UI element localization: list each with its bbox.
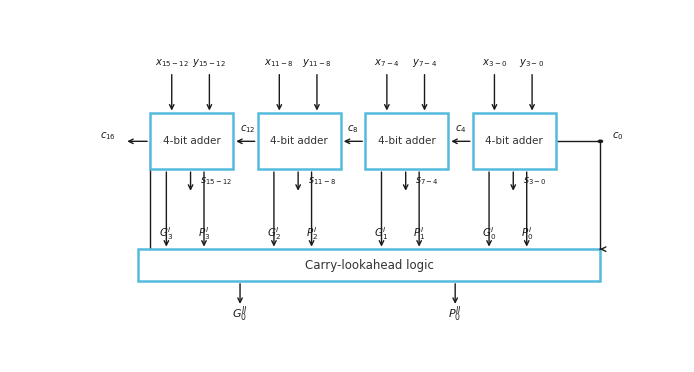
- Text: 4-bit adder: 4-bit adder: [271, 136, 328, 146]
- Text: $P_2^I$: $P_2^I$: [305, 225, 318, 242]
- Text: Carry-lookahead logic: Carry-lookahead logic: [305, 259, 434, 272]
- Bar: [138, 250, 600, 281]
- Text: $s_{15-12}$: $s_{15-12}$: [201, 175, 232, 187]
- Text: $P_0^I$: $P_0^I$: [520, 225, 533, 242]
- Text: $P_1^I$: $P_1^I$: [413, 225, 425, 242]
- Text: $x_{11-8}$: $x_{11-8}$: [264, 57, 294, 69]
- Text: $G_0^{II}$: $G_0^{II}$: [232, 304, 248, 324]
- Text: 4-bit adder: 4-bit adder: [486, 136, 543, 146]
- Text: $y_{7-4}$: $y_{7-4}$: [412, 57, 437, 69]
- Text: $c_{16}$: $c_{16}$: [101, 130, 117, 142]
- Text: $x_{15-12}$: $x_{15-12}$: [155, 57, 189, 69]
- Text: $G_0^I$: $G_0^I$: [482, 225, 496, 242]
- Circle shape: [598, 140, 602, 142]
- Text: 4-bit adder: 4-bit adder: [163, 136, 221, 146]
- Text: $c_{12}$: $c_{12}$: [239, 124, 255, 135]
- Text: $s_{3-0}$: $s_{3-0}$: [523, 175, 547, 187]
- Bar: [365, 113, 448, 169]
- Bar: [257, 113, 341, 169]
- Text: $s_{11-8}$: $s_{11-8}$: [308, 175, 336, 187]
- Text: $s_{7-4}$: $s_{7-4}$: [416, 175, 439, 187]
- Text: $c_4$: $c_4$: [455, 124, 466, 135]
- Text: $P_3^I$: $P_3^I$: [198, 225, 210, 242]
- Text: $x_{3-0}$: $x_{3-0}$: [482, 57, 507, 69]
- Bar: [150, 113, 233, 169]
- Text: 4-bit adder: 4-bit adder: [378, 136, 436, 146]
- Text: $x_{7-4}$: $x_{7-4}$: [374, 57, 400, 69]
- Text: $y_{3-0}$: $y_{3-0}$: [520, 57, 545, 69]
- Text: $G_1^I$: $G_1^I$: [375, 225, 389, 242]
- Text: $c_0$: $c_0$: [612, 130, 624, 142]
- Text: $P_0^{II}$: $P_0^{II}$: [448, 304, 462, 324]
- Bar: [473, 113, 556, 169]
- Text: $G_3^I$: $G_3^I$: [160, 225, 174, 242]
- Text: $G_2^I$: $G_2^I$: [267, 225, 281, 242]
- Text: $y_{11-8}$: $y_{11-8}$: [302, 57, 332, 69]
- Text: $c_8$: $c_8$: [347, 124, 359, 135]
- Text: $y_{15-12}$: $y_{15-12}$: [192, 57, 226, 69]
